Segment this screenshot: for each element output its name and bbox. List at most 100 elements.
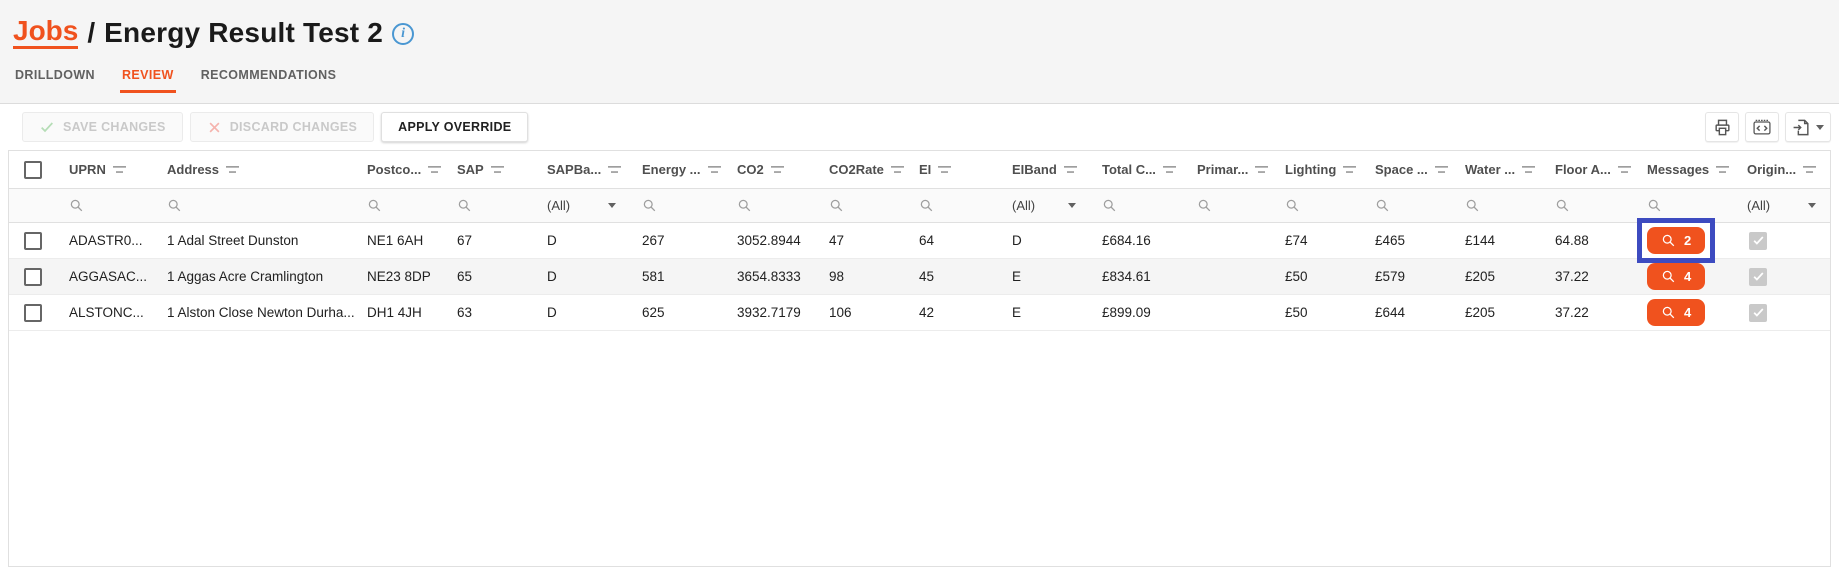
column-label-totalcost: Total C... xyxy=(1102,162,1156,177)
column-header-co2[interactable]: CO2 xyxy=(725,162,817,177)
filter-icon[interactable] xyxy=(1063,165,1077,175)
filter-icon[interactable] xyxy=(1162,165,1176,175)
filter-icon[interactable] xyxy=(428,165,442,175)
select-all-checkbox[interactable] xyxy=(24,160,42,179)
cell-sap: 65 xyxy=(457,269,473,284)
filter-input-address[interactable] xyxy=(155,198,355,213)
search-icon xyxy=(1465,198,1480,213)
filter-input-energy[interactable] xyxy=(630,198,725,213)
column-header-space[interactable]: Space ... xyxy=(1363,162,1453,177)
messages-button[interactable]: 4 xyxy=(1647,299,1706,326)
info-circle-icon[interactable]: i xyxy=(392,23,415,45)
column-header-floorarea[interactable]: Floor A... xyxy=(1543,162,1635,177)
column-header-co2rate[interactable]: CO2Rate xyxy=(817,162,907,177)
tab-recommendations[interactable]: RECOMMENDATIONS xyxy=(200,68,337,82)
row-checkbox[interactable] xyxy=(24,267,42,286)
column-header-sap[interactable]: SAP xyxy=(445,162,535,177)
column-header-address[interactable]: Address xyxy=(155,162,355,177)
cell-uprn: ADASTR0... xyxy=(69,233,143,248)
print-button[interactable] xyxy=(1705,112,1739,142)
filter-icon[interactable] xyxy=(1716,165,1730,175)
filter-input-messages[interactable] xyxy=(1635,198,1735,213)
row-select-cell xyxy=(9,267,57,286)
filter-icon[interactable] xyxy=(608,165,622,175)
filter-input-sap[interactable] xyxy=(445,198,535,213)
close-icon xyxy=(207,120,222,135)
messages-button[interactable]: 2 xyxy=(1647,227,1706,254)
cell-ei: 64 xyxy=(919,233,935,248)
grid-filter-row: (All) (All) (All) xyxy=(9,189,1830,223)
filter-icon[interactable] xyxy=(707,165,721,175)
column-header-lighting[interactable]: Lighting xyxy=(1273,162,1363,177)
apply-override-button[interactable]: APPLY OVERRIDE xyxy=(381,112,529,142)
export-icon xyxy=(1792,118,1811,137)
search-icon xyxy=(1647,198,1662,213)
cell-energy: 267 xyxy=(642,233,665,248)
filter-icon[interactable] xyxy=(1522,165,1536,175)
filter-icon[interactable] xyxy=(890,165,904,175)
apply-override-label: APPLY OVERRIDE xyxy=(398,120,512,134)
filter-input-co2[interactable] xyxy=(725,198,817,213)
filter-select-eiband[interactable]: (All) xyxy=(1000,198,1090,213)
filter-select-sapband[interactable]: (All) xyxy=(535,198,630,213)
discard-changes-button[interactable]: DISCARD CHANGES xyxy=(189,112,375,142)
grid-body: ADASTR0... 1 Adal Street Dunston NE1 6AH 67… xyxy=(9,218,1830,331)
filter-icon[interactable] xyxy=(226,165,240,175)
messages-button[interactable]: 4 xyxy=(1647,263,1706,290)
filter-icon[interactable] xyxy=(1434,165,1448,175)
column-header-primary[interactable]: Primar... xyxy=(1185,162,1273,177)
row-checkbox[interactable] xyxy=(24,303,42,322)
save-changes-button[interactable]: SAVE CHANGES xyxy=(22,112,183,142)
cell-uprn: AGGASAC... xyxy=(69,269,148,284)
column-header-uprn[interactable]: UPRN xyxy=(57,162,155,177)
column-header-postcode[interactable]: Postco... xyxy=(355,162,445,177)
column-header-messages[interactable]: Messages xyxy=(1635,162,1735,177)
origin-checkbox[interactable] xyxy=(1749,303,1767,322)
cell-co2rate: 106 xyxy=(829,305,852,320)
filter-icon[interactable] xyxy=(938,165,952,175)
filter-input-totalcost[interactable] xyxy=(1090,198,1185,213)
column-label-co2: CO2 xyxy=(737,162,764,177)
search-icon xyxy=(1661,305,1676,320)
column-header-eiband[interactable]: EIBand xyxy=(1000,162,1090,177)
export-button[interactable] xyxy=(1785,112,1831,142)
filter-input-uprn[interactable] xyxy=(57,198,155,213)
cell-postcode: DH1 4JH xyxy=(367,305,422,320)
cell-messages: 2 xyxy=(1635,218,1735,263)
filter-icon[interactable] xyxy=(1255,165,1269,175)
cell-address: 1 Adal Street Dunston xyxy=(167,233,299,248)
origin-checkbox[interactable] xyxy=(1749,231,1767,250)
filter-input-water[interactable] xyxy=(1453,198,1543,213)
column-header-origin[interactable]: Origin... xyxy=(1735,162,1830,177)
filter-icon[interactable] xyxy=(1617,165,1631,175)
column-header-ei[interactable]: EI xyxy=(907,162,1000,177)
filter-input-co2rate[interactable] xyxy=(817,198,907,213)
filter-input-lighting[interactable] xyxy=(1273,198,1363,213)
column-header-energy[interactable]: Energy ... xyxy=(630,162,725,177)
origin-checkbox[interactable] xyxy=(1749,267,1767,286)
search-icon xyxy=(1555,198,1570,213)
row-checkbox[interactable] xyxy=(24,231,42,250)
filter-input-ei[interactable] xyxy=(907,198,1000,213)
tab-drilldown[interactable]: DRILLDOWN xyxy=(15,68,95,82)
filter-select-origin[interactable]: (All) xyxy=(1735,198,1830,213)
filter-input-postcode[interactable] xyxy=(355,198,445,213)
filter-icon[interactable] xyxy=(770,165,784,175)
column-header-water[interactable]: Water ... xyxy=(1453,162,1543,177)
column-header-sapband[interactable]: SAPBa... xyxy=(535,162,630,177)
breadcrumb: Jobs / Energy Result Test 2 i xyxy=(0,0,1839,49)
filter-input-space[interactable] xyxy=(1363,198,1453,213)
search-icon xyxy=(642,198,657,213)
filter-input-floorarea[interactable] xyxy=(1543,198,1635,213)
filter-icon[interactable] xyxy=(490,165,504,175)
code-view-button[interactable] xyxy=(1745,112,1779,142)
row-select-cell xyxy=(9,303,57,322)
filter-input-primary[interactable] xyxy=(1185,198,1273,213)
column-header-totalcost[interactable]: Total C... xyxy=(1090,162,1185,177)
cell-totalcost: £834.61 xyxy=(1102,269,1151,284)
filter-icon[interactable] xyxy=(112,165,126,175)
breadcrumb-jobs-link[interactable]: Jobs xyxy=(13,16,79,49)
filter-icon[interactable] xyxy=(1343,165,1357,175)
filter-icon[interactable] xyxy=(1803,165,1817,175)
tab-review[interactable]: REVIEW xyxy=(119,62,176,93)
